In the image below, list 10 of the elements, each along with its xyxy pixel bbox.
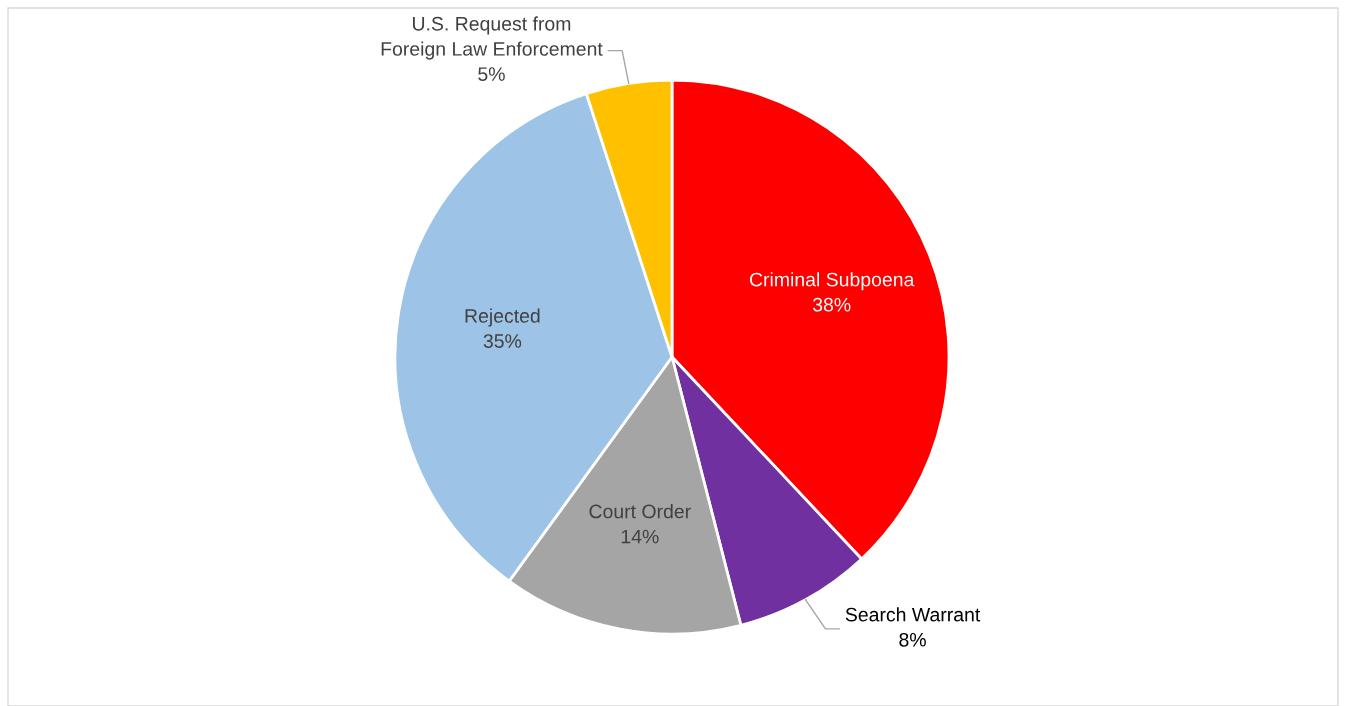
data-label: 14% (621, 529, 659, 544)
slice-label: Court Order (589, 504, 691, 519)
slice-label: U.S. Request from Foreign Law Enforcement (381, 16, 603, 60)
data-label: 35% (483, 334, 522, 348)
data-label: 8% (899, 632, 926, 647)
data-label: 38% (812, 297, 851, 312)
slice-label: Search Warrant (845, 607, 981, 622)
data-label: 5% (478, 67, 505, 81)
slice-label: Rejected (465, 308, 540, 327)
slice-label: Criminal Subpoena (749, 272, 915, 291)
